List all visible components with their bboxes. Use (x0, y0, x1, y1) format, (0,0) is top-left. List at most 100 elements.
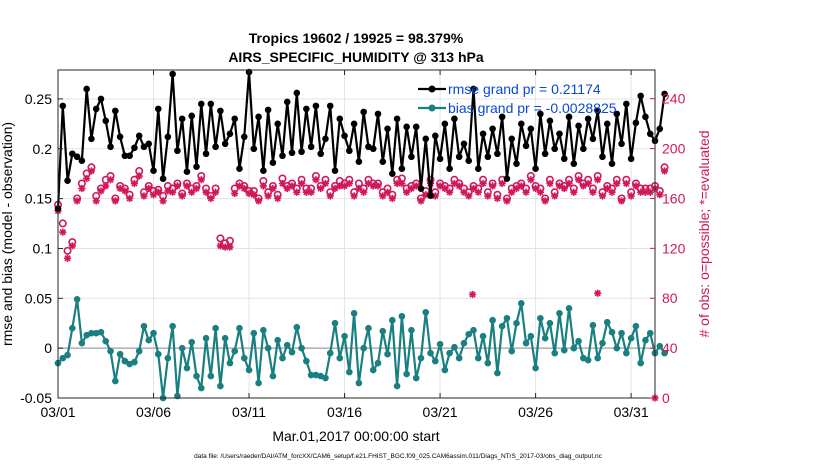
bias-point-40 (245, 366, 253, 374)
rmse-point-86 (465, 157, 473, 165)
bias-point-107 (565, 304, 573, 312)
bias-point-127 (661, 349, 668, 357)
obs-evaluated-point-92 (493, 194, 501, 203)
rmse-point-85 (460, 140, 468, 148)
x-tick-label-0: 03/01 (40, 404, 75, 420)
bias-point-104 (551, 349, 559, 357)
data-file-footer: data file: /Users/raeder/DAI/ATM_forcXX/… (194, 453, 603, 460)
obs-evaluated-outlier-1 (594, 289, 602, 297)
bias-point-64 (360, 344, 367, 352)
bias-point-24 (169, 322, 176, 330)
obs-evaluated-point-91 (489, 182, 497, 190)
bias-point-120 (627, 334, 635, 342)
obs-evaluated-point-111 (584, 179, 592, 188)
rmse-point-76 (417, 185, 425, 192)
bias-point-74 (408, 326, 415, 334)
bias-point-105 (556, 309, 563, 317)
obs-evaluated-point-50 (293, 188, 301, 196)
rmse-point-9 (97, 95, 105, 103)
obs-evaluated-point-46 (274, 194, 282, 203)
rmse-point-63 (355, 158, 363, 166)
bias-point-61 (346, 368, 353, 376)
obs-evaluated-point-41 (250, 191, 258, 199)
x-tick-label-2: 03/11 (232, 404, 266, 420)
bias-point-58 (331, 319, 339, 327)
obs-evaluated-point-33 (212, 188, 220, 196)
obs-evaluated-point-44 (264, 192, 272, 200)
rmse-point-54 (312, 102, 320, 110)
obs-evaluated-point-42 (254, 197, 263, 205)
rmse-point-52 (303, 105, 310, 113)
rmse-point-106 (560, 155, 568, 163)
obs-evaluated-point-31 (202, 188, 210, 196)
x-tick-label-3: 03/16 (327, 404, 362, 420)
y-right-tick-label-0: 0 (662, 390, 670, 406)
obs-evaluated-point-86 (465, 192, 473, 200)
rmse-point-32 (207, 100, 215, 108)
bias-point-19 (145, 336, 153, 344)
bias-point-106 (560, 346, 568, 354)
bias-point-81 (441, 366, 449, 374)
rmse-point-108 (570, 160, 578, 168)
rmse-point-62 (350, 120, 358, 128)
rmse-point-113 (594, 107, 601, 115)
obs-evaluated-point-123 (641, 188, 650, 196)
y-left-axis-label: rmse and bias (model - observation) (0, 122, 15, 346)
bias-point-66 (369, 366, 377, 374)
obs-evaluated-point-7 (87, 167, 96, 175)
obs-evaluated-point-113 (594, 176, 602, 184)
bias-point-92 (494, 369, 501, 377)
x-tick-label-5: 03/26 (518, 404, 553, 420)
obs-evaluated-point-64 (360, 188, 368, 196)
y-left-tick-label-5: 0.2 (33, 141, 53, 157)
bias-point-80 (436, 340, 444, 348)
legend-rmse-marker (428, 85, 436, 93)
rmse-point-116 (608, 160, 616, 168)
obs-evaluated-series (54, 167, 669, 402)
rmse-point-93 (498, 113, 506, 121)
bias-point-31 (202, 334, 210, 342)
bias-point-44 (264, 344, 272, 352)
rmse-point-28 (188, 112, 196, 120)
obs-evaluated-point-25 (173, 182, 181, 190)
obs-evaluated-point-69 (383, 188, 392, 196)
rmse-point-51 (298, 148, 305, 156)
bias-point-30 (197, 384, 205, 392)
obs-evaluated-point-94 (503, 197, 511, 205)
bias-point-84 (455, 354, 463, 362)
rmse-point-47 (279, 152, 286, 160)
rmse-point-19 (145, 140, 153, 148)
obs-evaluated-point-119 (622, 179, 630, 188)
rmse-point-38 (236, 165, 243, 172)
obs-evaluated-point-114 (598, 192, 607, 200)
bias-point-123 (642, 336, 649, 344)
bias-point-70 (389, 316, 396, 324)
bias-point-13 (116, 350, 124, 358)
bias-point-101 (537, 314, 544, 322)
bias-point-86 (465, 330, 473, 338)
rmse-point-31 (202, 150, 210, 158)
rmse-point-44 (264, 106, 272, 114)
bias-point-95 (508, 347, 516, 355)
bias-point-98 (522, 339, 530, 347)
rmse-point-20 (150, 167, 157, 174)
bias-point-97 (517, 299, 525, 307)
obs-evaluated-point-32 (207, 194, 215, 203)
obs-evaluated-point-89 (479, 179, 487, 188)
rmse-point-13 (116, 133, 124, 141)
rmse-point-79 (432, 132, 439, 140)
bias-point-116 (608, 328, 616, 336)
rmse-point-42 (255, 113, 262, 121)
bias-line (57, 298, 666, 400)
bias-point-115 (603, 318, 611, 326)
rmse-point-124 (646, 130, 654, 138)
rmse-point-45 (269, 159, 277, 167)
bias-point-93 (498, 322, 506, 330)
rmse-point-8 (92, 105, 100, 113)
bias-point-100 (532, 364, 539, 372)
y-left-tick-label-2: 0.05 (25, 290, 52, 306)
rmse-point-107 (565, 113, 573, 121)
bias-point-60 (341, 332, 348, 340)
rmse-point-37 (231, 115, 239, 123)
bias-point-85 (460, 339, 468, 347)
